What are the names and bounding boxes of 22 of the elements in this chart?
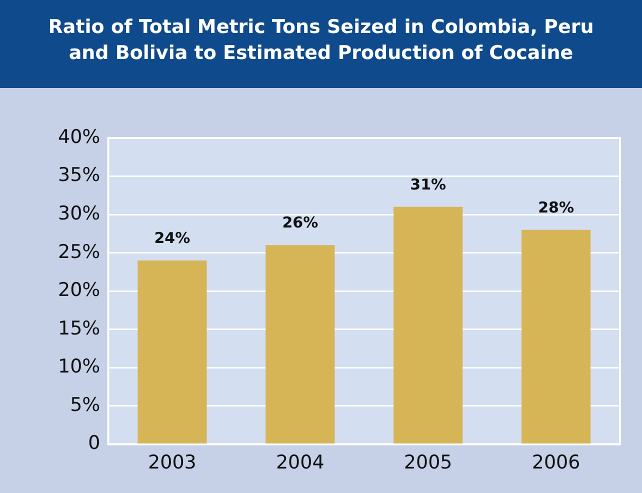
x-tick-label: 2004: [276, 452, 324, 474]
data-label: 31%: [410, 175, 446, 194]
data-label: 26%: [282, 214, 318, 232]
bar: [266, 245, 335, 444]
y-tick-label: 30%: [58, 202, 100, 224]
data-label: 24%: [154, 228, 190, 247]
y-tick-label: 20%: [58, 279, 100, 302]
x-tick-label: 2006: [532, 452, 580, 474]
y-tick-label: 5%: [70, 394, 100, 416]
x-tick-label: 2003: [148, 452, 196, 474]
y-tick-label: 25%: [58, 240, 100, 263]
x-tick-label: 2005: [404, 452, 452, 474]
y-tick-label: 10%: [58, 356, 100, 378]
bar: [521, 230, 591, 444]
y-tick-label: 35%: [58, 164, 100, 186]
bar: [138, 260, 207, 444]
y-tick-label: 40%: [58, 126, 100, 148]
bar: [394, 206, 463, 444]
y-tick-label: 0: [88, 432, 100, 454]
data-label: 28%: [538, 198, 574, 216]
chart-title: Ratio of Total Metric Tons Seized in Colombia, Peru and Bolivia to Estimated Production of Cocaine: [0, 0, 642, 88]
y-tick-label: 15%: [58, 317, 100, 340]
